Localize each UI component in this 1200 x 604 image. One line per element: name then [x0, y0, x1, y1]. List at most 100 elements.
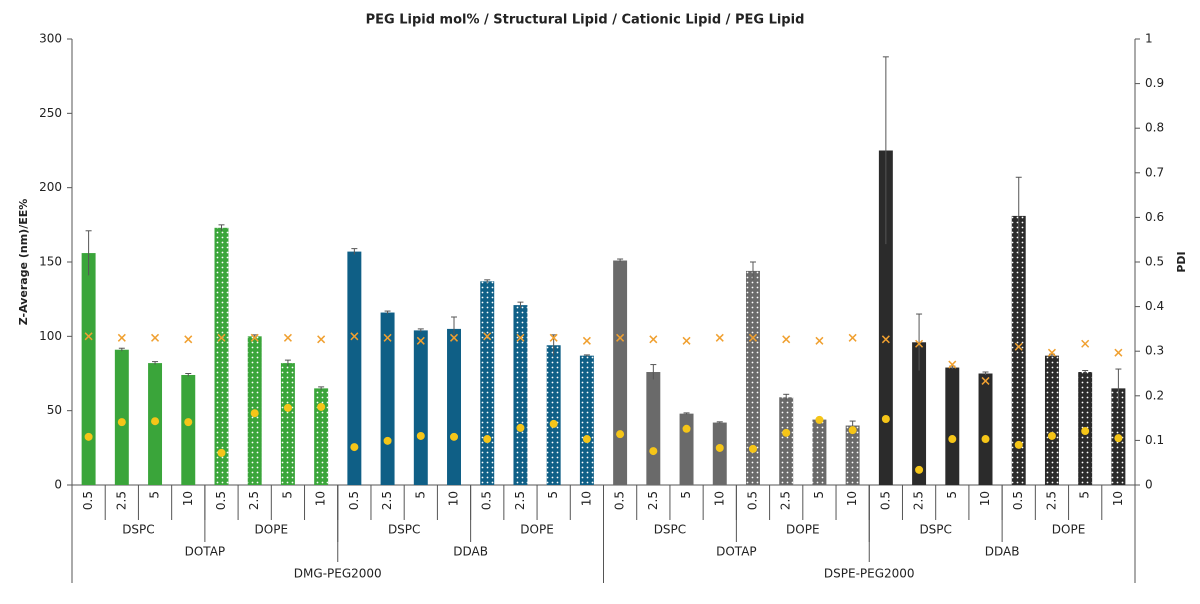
pdi-dot	[516, 423, 525, 432]
ee-marker	[649, 335, 658, 344]
pdi-dot	[283, 403, 292, 412]
pdi-dot	[748, 444, 757, 453]
y2-tick-label: 0.7	[1145, 165, 1164, 179]
x-tick-label: 0.5	[1011, 491, 1025, 510]
ee-marker	[815, 336, 824, 345]
x-tick-label: 10	[447, 491, 461, 506]
x-tick-label: 2.5	[779, 491, 793, 510]
bar	[978, 373, 993, 485]
y2-tick-label: 0.8	[1145, 121, 1164, 135]
y2-tick-label: 0	[1145, 478, 1153, 492]
ee-marker	[184, 335, 193, 344]
pdi-dot	[151, 417, 160, 426]
y2-tick-label: 1	[1145, 32, 1153, 46]
bar	[945, 367, 960, 485]
y-tick-label: 0	[54, 478, 62, 492]
x-tick-label: 10	[579, 491, 593, 506]
cationic-lipid-label: DDAB	[985, 545, 1020, 559]
pdi-dot	[483, 435, 492, 444]
y2-tick-label: 0.4	[1145, 299, 1164, 313]
pdi-dot	[1081, 427, 1090, 436]
ee-marker	[449, 333, 459, 342]
pdi-dot	[881, 414, 890, 423]
ee-marker	[217, 333, 226, 342]
x-tick-label: 5	[812, 491, 826, 499]
cationic-lipid-label: DOTAP	[185, 545, 226, 559]
bar-pattern	[1011, 215, 1026, 485]
pdi-dot	[1014, 440, 1023, 449]
bar-pattern	[513, 305, 528, 485]
bar	[878, 150, 893, 485]
pdi-dot	[848, 426, 857, 435]
ee-marker	[1114, 348, 1123, 357]
pdi-dot	[616, 430, 625, 439]
bar	[181, 374, 196, 485]
structural-lipid-label: DSPC	[919, 523, 951, 537]
x-tick-label: 10	[978, 491, 992, 506]
pdi-dot	[815, 415, 824, 424]
ee-marker	[748, 333, 758, 342]
bar	[679, 413, 694, 485]
x-tick-label: 5	[148, 491, 162, 499]
ee-marker	[84, 332, 93, 341]
pdi-dot	[84, 432, 93, 441]
structural-lipid-label: DSPC	[654, 523, 686, 537]
ee-marker	[317, 335, 326, 344]
ee-marker	[682, 336, 691, 345]
y-tick-label: 250	[39, 106, 62, 120]
structural-lipid-label: DSPC	[388, 523, 420, 537]
x-tick-label: 0.5	[81, 491, 95, 510]
ee-marker	[715, 333, 724, 342]
ee-marker	[881, 335, 890, 344]
pdi-dot	[1114, 434, 1123, 443]
y-tick-label: 150	[39, 255, 62, 269]
structural-lipid-label: DOPE	[786, 523, 820, 537]
bar-pattern	[214, 227, 229, 485]
pdi-dot	[317, 402, 326, 411]
x-tick-label: 5	[413, 491, 427, 499]
pdi-dot	[450, 432, 459, 441]
bar	[447, 328, 461, 485]
ee-marker	[516, 333, 525, 342]
ee-marker	[117, 333, 126, 342]
pdi-dot	[117, 418, 126, 427]
bar	[413, 330, 428, 485]
x-tick-label: 0.5	[347, 491, 361, 510]
y2-tick-label: 0.6	[1145, 210, 1164, 224]
ee-marker	[1081, 339, 1090, 348]
bar-pattern	[546, 345, 561, 485]
y2-tick-label: 0.2	[1145, 388, 1164, 402]
bar-pattern	[280, 363, 295, 485]
structural-lipid-label: DOPE	[520, 523, 554, 537]
pdi-dot	[582, 435, 591, 444]
y2-tick-label: 0.1	[1145, 433, 1164, 447]
structural-lipid-label: DSPC	[122, 523, 154, 537]
pdi-dot	[217, 448, 226, 457]
ee-marker	[782, 335, 791, 344]
ee-marker	[350, 332, 359, 341]
bar-pattern	[480, 281, 495, 485]
pdi-dot	[549, 419, 558, 428]
pdi-dot	[350, 443, 359, 452]
structural-lipid-label: DOPE	[1052, 523, 1086, 537]
bar-pattern	[1044, 355, 1059, 485]
x-tick-label: 10	[1111, 491, 1125, 506]
cationic-lipid-label: DDAB	[453, 545, 488, 559]
peg-lipid-label: DSPE-PEG2000	[824, 567, 915, 581]
x-tick-label: 10	[712, 491, 726, 506]
pdi-dot	[782, 428, 791, 437]
bar	[912, 342, 927, 485]
y-axis-title: Z-Average (nm)/EE%	[17, 199, 30, 326]
ee-marker	[1014, 342, 1023, 351]
ee-marker	[1047, 348, 1056, 357]
pdi-dot	[981, 435, 990, 444]
y2-axis-title: PDI	[1175, 251, 1188, 272]
x-tick-label: 5	[679, 491, 693, 499]
x-tick-label: 2.5	[247, 491, 261, 510]
pdi-dot	[915, 465, 924, 474]
bar	[613, 260, 628, 485]
ee-marker	[848, 333, 857, 342]
bar	[347, 251, 362, 485]
ee-marker	[915, 339, 924, 348]
